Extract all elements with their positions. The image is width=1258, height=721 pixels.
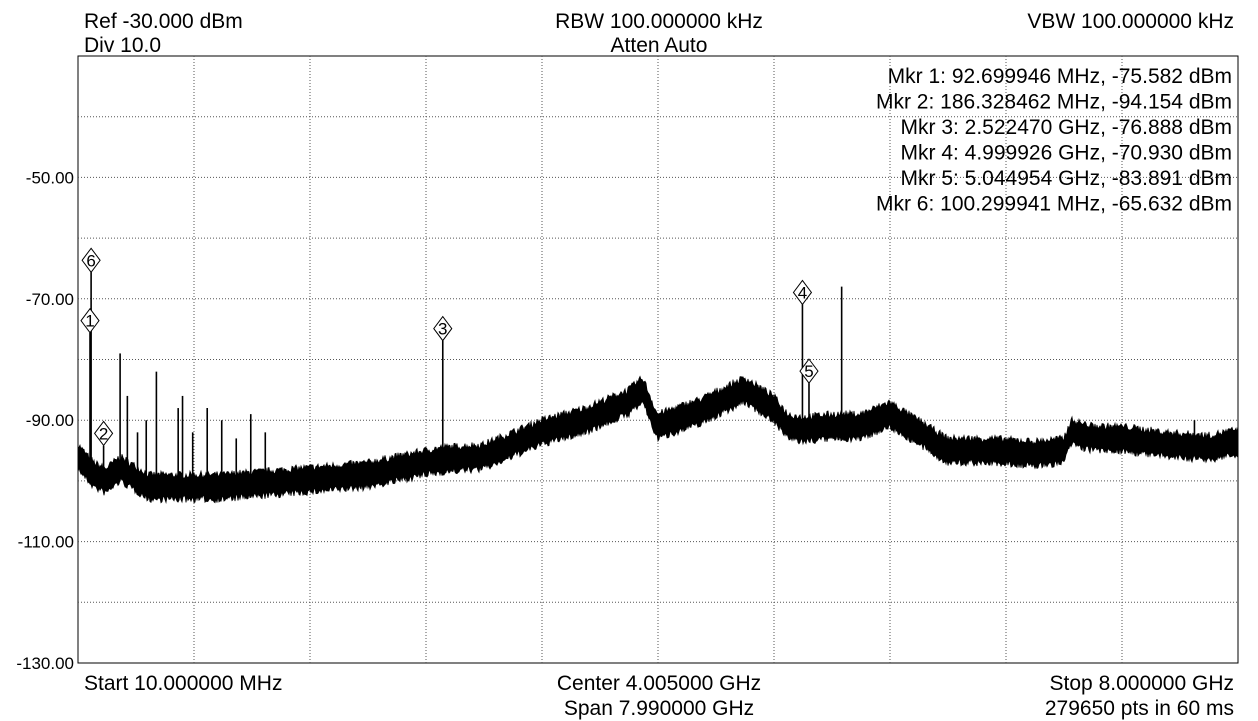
marker-number: 3 <box>438 320 447 339</box>
trace <box>77 272 1239 504</box>
span-label: Span 7.990000 GHz <box>563 697 755 720</box>
grid <box>78 56 1238 663</box>
y-tick-label: -90.00 <box>26 411 74 430</box>
marker-3: 3 <box>433 315 453 342</box>
div-label: Div 10.0 <box>84 34 162 57</box>
rbw-label: RBW 100.000000 kHz <box>555 10 763 33</box>
marker-readout: Mkr 2: 186.328462 MHz, -94.154 dBm <box>876 91 1232 114</box>
marker-diamond <box>81 247 101 274</box>
marker-diamond <box>433 315 453 342</box>
marker-readout: Mkr 3: 2.522470 GHz, -76.888 dBm <box>901 116 1233 139</box>
y-tick-label: -50.00 <box>26 168 74 187</box>
trace-noise-band <box>77 375 1239 504</box>
marker-1: 1 <box>80 307 100 334</box>
marker-readouts: Mkr 1: 92.699946 MHz, -75.582 dBm Mkr 2: … <box>876 65 1232 216</box>
marker-readout: Mkr 1: 92.699946 MHz, -75.582 dBm <box>888 65 1232 88</box>
ref-level-label: Ref -30.000 dBm <box>84 10 243 33</box>
vbw-label: VBW 100.000000 kHz <box>1027 10 1234 33</box>
y-tick-label: -130.00 <box>16 654 74 673</box>
marker-readout: Mkr 5: 5.044954 GHz, -83.891 dBm <box>901 167 1233 190</box>
marker-diamond <box>80 307 100 334</box>
y-tick-labels: -50.00 -70.00 -90.00 -110.00 -130.00 <box>16 168 74 673</box>
marker-number: 1 <box>85 312 94 331</box>
marker-5: 5 <box>799 358 819 384</box>
sweep-points-label: 279650 pts in 60 ms <box>1044 697 1234 720</box>
marker-number: 6 <box>86 251 95 270</box>
marker-number: 5 <box>804 362 813 381</box>
marker-2: 2 <box>93 420 114 447</box>
markers: 1 2 3 4 5 6 <box>80 247 819 447</box>
stop-freq-label: Stop 8.000000 GHz <box>1049 672 1234 695</box>
marker-number: 4 <box>798 283 807 302</box>
marker-number: 2 <box>99 424 108 443</box>
marker-diamond <box>93 420 114 447</box>
marker-diamond <box>792 279 813 306</box>
start-freq-label: Start 10.000000 MHz <box>84 672 283 695</box>
y-tick-label: -70.00 <box>26 290 74 309</box>
marker-diamond <box>799 358 819 384</box>
y-tick-label: -110.00 <box>18 533 74 552</box>
marker-readout: Mkr 6: 100.299941 MHz, -65.632 dBm <box>876 193 1232 216</box>
marker-4: 4 <box>792 279 813 306</box>
marker-readout: Mkr 4: 4.999926 GHz, -70.930 dBm <box>901 142 1233 165</box>
center-freq-label: Center 4.005000 GHz <box>556 672 762 695</box>
atten-label: Atten Auto <box>610 34 708 57</box>
marker-6: 6 <box>81 247 101 274</box>
